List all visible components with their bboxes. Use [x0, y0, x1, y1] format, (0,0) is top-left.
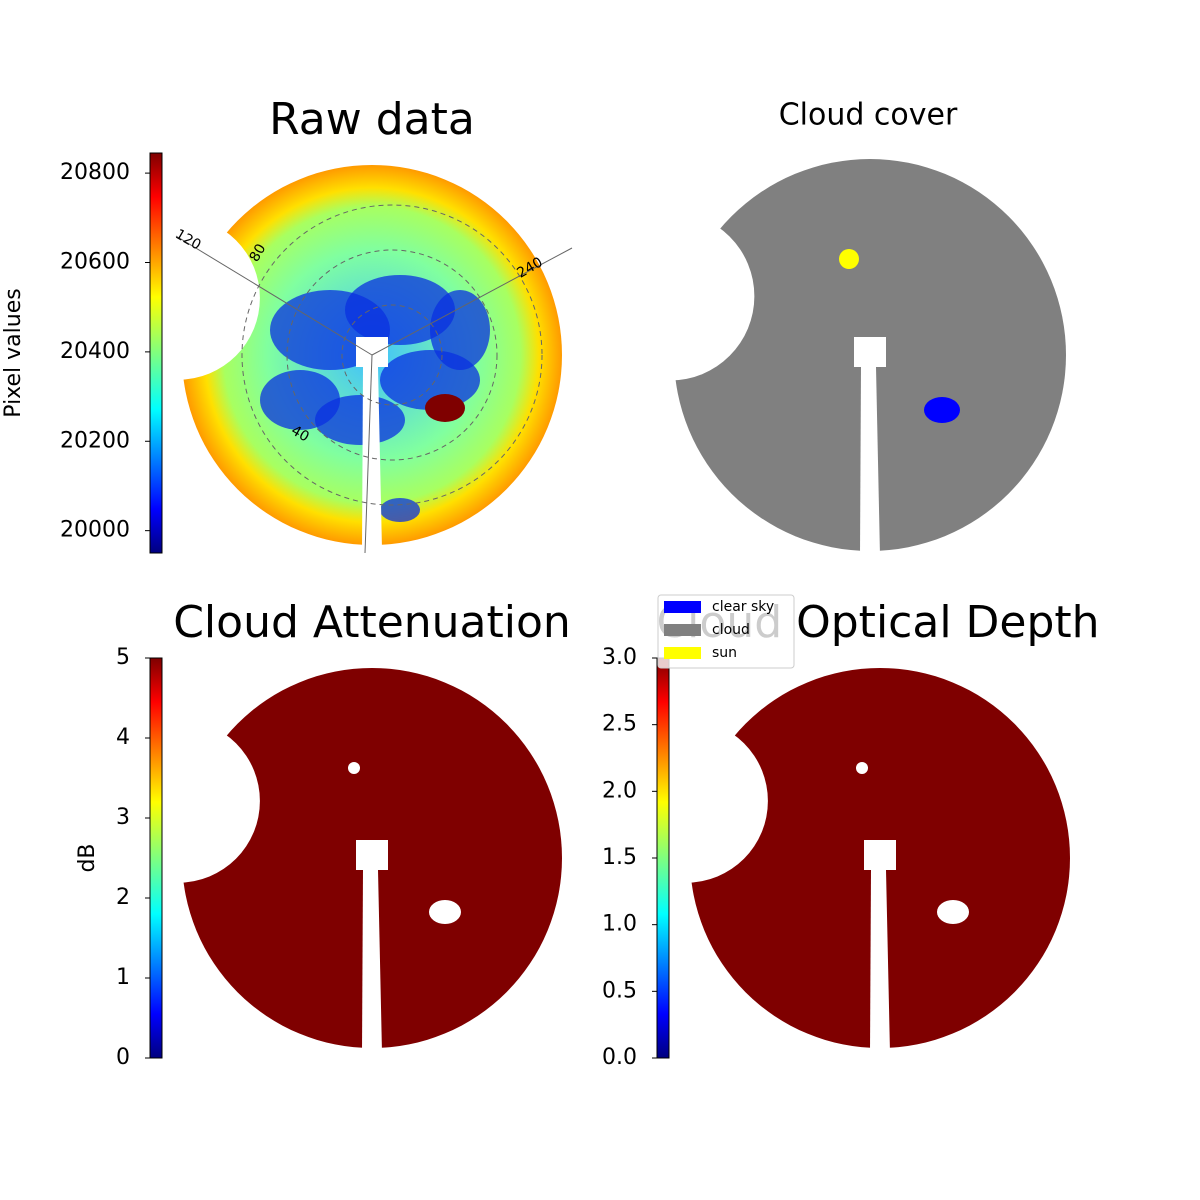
- polar-line: [364, 354, 373, 554]
- colorbar: [656, 657, 670, 1059]
- colorbar-tick-label: 3: [116, 805, 130, 830]
- colorbar-tick-label: 2.0: [602, 778, 637, 803]
- colorbar-tick-label: 20200: [60, 428, 130, 453]
- mask: [937, 900, 969, 924]
- mask: [348, 762, 360, 774]
- colorbar-tick-label: 20400: [60, 339, 130, 364]
- mask: [854, 337, 886, 367]
- blob: [315, 395, 405, 445]
- panel-title: Cloud Attenuation: [173, 597, 571, 648]
- class-patch: [839, 249, 859, 269]
- colorbar-tick-label: 4: [116, 725, 130, 750]
- colorbar-tick-label: 0.0: [602, 1045, 637, 1070]
- polar-label: 40: [288, 423, 311, 446]
- polar-circle: [286, 249, 498, 461]
- panel-title: Raw data: [269, 94, 475, 145]
- legend: clear sky cloud sun: [657, 594, 795, 669]
- colorbar-tick-label: 20800: [60, 160, 130, 185]
- mask: [860, 367, 880, 556]
- blob: [425, 394, 465, 422]
- colorbar-label: Pixel values: [1, 288, 26, 417]
- mask: [870, 870, 890, 1053]
- colorbar: [149, 152, 163, 554]
- polar-line: [371, 247, 573, 356]
- mask: [356, 840, 388, 870]
- colorbar-tick-label: 5: [116, 645, 130, 670]
- blob: [345, 275, 455, 345]
- legend-swatch: [664, 624, 701, 636]
- colorbar-tick-label: 1.5: [602, 845, 637, 870]
- legend-label: clear sky: [712, 599, 774, 615]
- colorbar-tick-label: 0.5: [602, 978, 637, 1003]
- colorbar-tick-label: 1: [116, 965, 130, 990]
- legend-label: cloud: [712, 622, 750, 638]
- legend-label: sun: [712, 645, 737, 661]
- polar-line: [175, 235, 373, 356]
- colorbar-tick-label: 0: [116, 1045, 130, 1070]
- mask: [856, 762, 868, 774]
- mask: [586, 224, 730, 349]
- blob: [430, 290, 490, 370]
- mask: [362, 870, 382, 1053]
- polar-label: 80: [247, 241, 270, 264]
- colorbar: [149, 657, 163, 1059]
- colorbar-tick-label: 2: [116, 885, 130, 910]
- colorbar-tick-label: 2.5: [602, 712, 637, 737]
- blob: [380, 498, 420, 522]
- colorbar-tick-label: 20000: [60, 518, 130, 543]
- colorbar-tick-label: 20600: [60, 249, 130, 274]
- class-patch: [924, 397, 960, 423]
- mask: [864, 840, 896, 870]
- polar-circle: [241, 204, 543, 506]
- colorbar-tick-label: 1.0: [602, 912, 637, 937]
- legend-swatch: [664, 601, 701, 613]
- colorbar-tick-label: 3.0: [602, 645, 637, 670]
- polar-circle: [341, 304, 443, 406]
- legend-swatch: [664, 647, 701, 659]
- colorbar-label: dB: [75, 843, 100, 872]
- mask: [429, 900, 461, 924]
- panel-title: Cloud cover: [779, 98, 958, 133]
